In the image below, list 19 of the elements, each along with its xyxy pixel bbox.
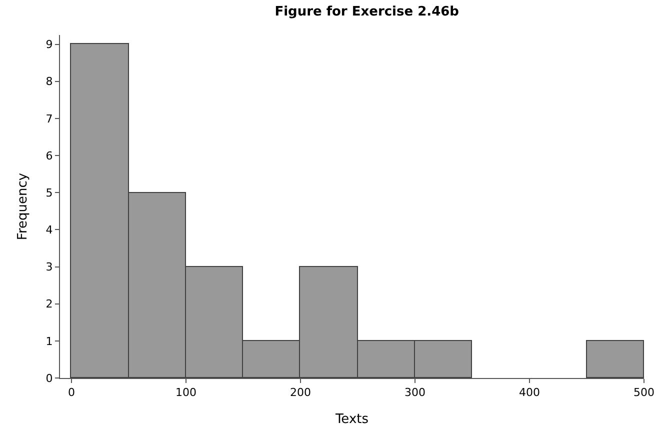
y-axis-title: Frequency bbox=[16, 172, 31, 240]
y-tick-label: 8 bbox=[46, 75, 53, 88]
x-tick-label: 0 bbox=[68, 386, 75, 400]
y-tick-label: 9 bbox=[46, 38, 53, 52]
y-tick-label: 4 bbox=[46, 224, 53, 237]
y-tick-label: 7 bbox=[46, 112, 53, 126]
chart-title: Figure for Exercise 2.46b bbox=[274, 4, 459, 20]
y-tick-label: 5 bbox=[46, 186, 53, 200]
x-tick-label: 400 bbox=[518, 386, 540, 400]
y-tick-label: 1 bbox=[46, 334, 53, 348]
x-tick-label: 200 bbox=[290, 386, 311, 400]
y-tick-label: 2 bbox=[46, 298, 53, 311]
x-tick-label: 300 bbox=[404, 386, 426, 400]
x-tick-label: 500 bbox=[634, 386, 654, 400]
y-tick-label: 6 bbox=[46, 149, 53, 162]
y-tick-label: 0 bbox=[46, 372, 53, 385]
x-tick-label: 100 bbox=[175, 386, 196, 400]
y-tick-label: 3 bbox=[46, 260, 53, 274]
x-axis-title: Texts bbox=[334, 412, 369, 427]
